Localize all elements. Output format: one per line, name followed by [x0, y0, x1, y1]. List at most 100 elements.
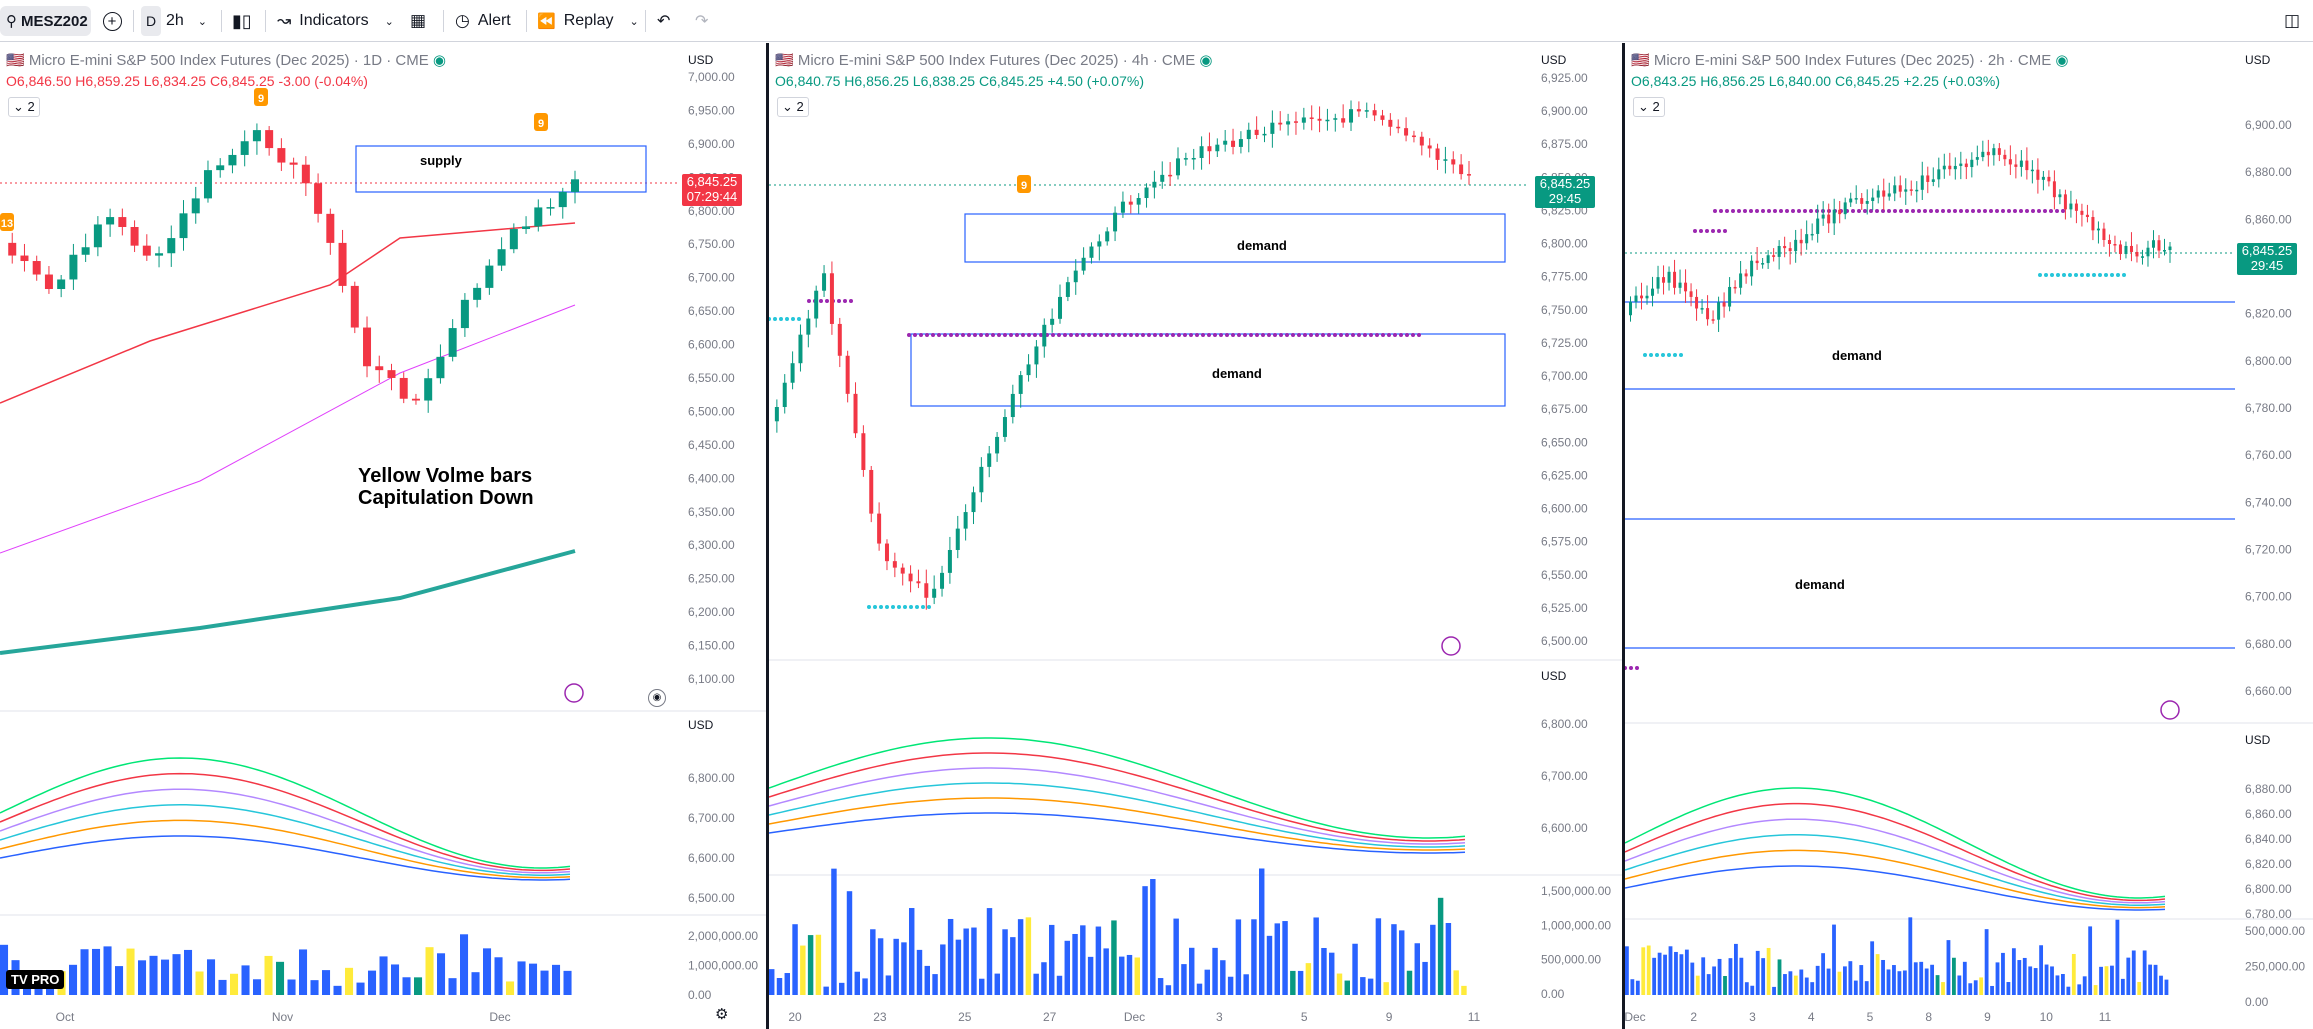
volume-bar: [2077, 984, 2082, 995]
candle: [399, 377, 408, 399]
settings-gear-icon[interactable]: ⚙: [715, 1006, 729, 1023]
pivot-dot-cyan: [1673, 353, 1677, 357]
pane-divider[interactable]: [1622, 43, 1625, 1029]
candle: [2124, 245, 2128, 255]
candle: [2063, 194, 2067, 210]
chart-type-button[interactable]: ▮▯: [232, 6, 252, 36]
volume-bar: [1056, 975, 1063, 995]
alert-button[interactable]: ◷ Alert: [455, 6, 511, 36]
price-axis-tick: 6,650.00: [688, 304, 735, 318]
candle: [1309, 117, 1314, 119]
oscillator-line: [1625, 818, 2166, 904]
volume-bar: [460, 934, 469, 995]
chart-pane-4h[interactable]: 6,925.006,900.006,875.006,850.006,825.00…: [769, 43, 1622, 1029]
volume-bar: [23, 983, 32, 995]
layout-toggle-button[interactable]: ◫: [2284, 6, 2300, 36]
candle: [1356, 109, 1361, 112]
volume-bar: [1837, 971, 1842, 995]
interval-button[interactable]: 2h ⌄: [166, 6, 207, 36]
candle: [1854, 198, 1858, 200]
symbol-search-button[interactable]: ⚲ MESZ202: [0, 6, 91, 36]
period-button[interactable]: D: [141, 6, 161, 36]
price-axis-tick: 7,000.00: [688, 70, 735, 84]
pivot-dot-cyan: [2104, 273, 2108, 277]
candle: [1238, 139, 1243, 147]
osc-axis-tick: 6,880.00: [2245, 782, 2292, 796]
flag-icon: 🇺🇸: [6, 52, 29, 69]
indicators-button[interactable]: ↝ Indicators ⌄: [277, 6, 394, 36]
compare-button[interactable]: +: [100, 6, 124, 36]
replay-button[interactable]: ⏪ Replay ⌄: [537, 6, 639, 36]
redo-button[interactable]: ↷: [695, 6, 708, 36]
pivot-dot-cyan: [903, 605, 907, 609]
templates-button[interactable]: ▦: [410, 6, 426, 36]
td-count-marker: [1017, 175, 1031, 193]
pivot-dot-purple: [967, 333, 971, 337]
price-axis-tick: 6,400.00: [688, 471, 735, 485]
volume-bar: [947, 918, 954, 995]
chart-pane-2h[interactable]: 6,900.00 6,880.00 6,860.00 6,840.00 6,820.00…: [1625, 43, 2313, 1029]
currency-label[interactable]: USD: [688, 53, 714, 67]
chart-canvas-daily[interactable]: 7,000.006,950.006,900.006,850.006,800.00…: [0, 43, 766, 1029]
currency-label[interactable]: USD: [1541, 53, 1567, 67]
candle: [1728, 286, 1732, 307]
candle: [2168, 246, 2172, 251]
pivot-dot-purple: [1977, 209, 1981, 213]
indicator-count-toggle[interactable]: ⌄ 2: [777, 97, 809, 117]
volume-bar: [893, 938, 899, 995]
candle: [1317, 118, 1322, 121]
candle: [1953, 165, 1957, 170]
pivot-dot-cyan: [2122, 273, 2126, 277]
chart-canvas-2h[interactable]: 6,900.00 6,880.00 6,860.00 6,840.00 6,820.00…: [1625, 43, 2313, 1029]
pivot-dot-purple: [1177, 333, 1181, 337]
volume-bar: [1924, 968, 1929, 995]
chart-canvas-4h[interactable]: 6,925.006,900.006,875.006,850.006,825.00…: [769, 43, 1622, 1029]
price-axis-tick: 6,350.00: [688, 505, 735, 519]
candle: [1183, 158, 1188, 160]
volume-bar: [1701, 957, 1706, 995]
candle: [1168, 174, 1173, 177]
pivot-dot-purple: [1093, 333, 1097, 337]
moving-average-purple: [0, 304, 576, 554]
candle: [1772, 255, 1776, 257]
pivot-dot-purple: [2013, 209, 2017, 213]
chart-pane-daily[interactable]: 7,000.006,950.006,900.006,850.006,800.00…: [0, 43, 766, 1029]
pivot-dot-purple: [1411, 333, 1415, 337]
undo-button[interactable]: ↶: [657, 6, 670, 36]
price-axis-tick: 6,700.00: [688, 271, 735, 285]
pivot-dot-cyan: [791, 317, 795, 321]
status-dot-icon: ◉: [2055, 52, 2069, 69]
indicator-count-toggle[interactable]: ⌄ 2: [8, 97, 40, 117]
price-axis-tick: 6,450.00: [688, 438, 735, 452]
price-axis-tick: 6,800.00: [2245, 354, 2292, 368]
pivot-dot-cyan: [2044, 273, 2048, 277]
volume-bar: [1414, 943, 1420, 995]
candle: [167, 238, 176, 254]
td-count-marker: [0, 213, 14, 231]
osc-currency-label[interactable]: USD: [688, 718, 714, 732]
demand-zone-label: demand: [1832, 348, 1882, 363]
tradingview-logo[interactable]: TV PRO: [6, 970, 65, 989]
osc-currency-label[interactable]: USD: [2245, 733, 2271, 747]
volume-bar: [1150, 879, 1156, 995]
candle: [1931, 179, 1935, 182]
candle: [1278, 122, 1283, 125]
volume-bar: [1134, 957, 1140, 995]
pivot-dot-purple: [1315, 333, 1319, 337]
indicator-count-toggle[interactable]: ⌄ 2: [1633, 97, 1665, 117]
volume-bar: [448, 978, 457, 995]
volume-bar: [1952, 957, 1956, 995]
pivot-dot-purple: [907, 333, 911, 337]
osc-currency-label[interactable]: USD: [1541, 669, 1567, 683]
volume-bar: [2110, 965, 2114, 995]
volume-bar: [1941, 982, 1945, 995]
candle: [1678, 282, 1682, 288]
pivot-dot-cyan: [1661, 353, 1665, 357]
lock-icon[interactable]: ◉: [648, 689, 666, 707]
candle: [228, 154, 237, 166]
ohlc-high: 6,856.25: [1710, 73, 1765, 89]
price-axis-tick: 6,950.00: [688, 103, 735, 117]
currency-label[interactable]: USD: [2245, 53, 2271, 67]
pane-divider[interactable]: [766, 43, 769, 1029]
pivot-dot-purple: [1863, 209, 1867, 213]
